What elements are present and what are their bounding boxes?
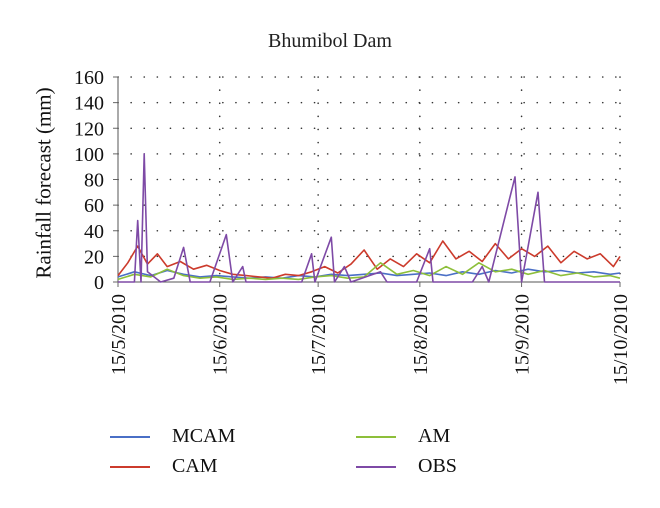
legend-item-am: AM [356,425,450,448]
y-tick-label-0: 0 [94,272,104,294]
axes [113,76,621,287]
y-tick-label-7: 140 [74,93,104,115]
legend-swatch-am [356,435,396,438]
legend-item-cam: CAM [110,455,218,478]
legend-swatch-cam [110,465,150,468]
x-tick-labels: 15/5/2010 15/6/2010 15/7/2010 15/8/2010 15/9… [108,294,632,385]
legend-item-obs: OBS [356,455,457,478]
legend-swatch-mcam [110,435,150,438]
legend-label-obs: OBS [418,455,457,477]
legend-item-mcam: MCAM [110,425,235,448]
series-line-am [117,261,621,281]
y-tick-label-5: 100 [74,144,104,166]
legend-label-cam: CAM [172,455,218,477]
y-tick-label-8: 160 [74,67,104,89]
x-tick-label-0: 15/5/2010 [108,294,130,375]
x-tick-label-5: 15/10/2010 [610,294,632,385]
series-line-obs [118,153,620,283]
series-line-cam [117,240,621,280]
x-tick-label-2: 15/7/2010 [308,294,330,375]
legend-swatch-obs [356,465,396,468]
y-tick-label-2: 40 [84,221,104,243]
series-lines [117,153,621,283]
legend-label-mcam: MCAM [172,425,236,447]
legend: MCAM AM CAM OBS [110,425,550,495]
legend-label-am: AM [418,425,451,447]
y-tick-label-3: 60 [84,195,104,217]
y-tick-labels: 0 20 40 60 80 100 120 140 160 [74,67,104,294]
y-tick-label-1: 20 [84,246,104,268]
x-tick-label-1: 15/6/2010 [210,294,232,375]
x-tick-label-4: 15/9/2010 [512,294,534,375]
y-tick-label-6: 120 [74,118,104,140]
x-tick-label-3: 15/8/2010 [410,294,432,375]
y-axis-label: Rainfall forecast (mm) [31,87,56,279]
gridlines [117,76,621,283]
chart-title: Bhumibol Dam [268,30,392,52]
y-tick-label-4: 80 [84,170,104,192]
